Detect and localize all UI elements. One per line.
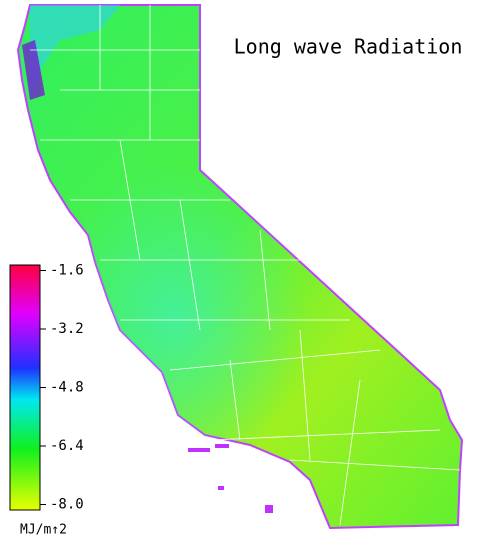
colorbar-scale xyxy=(9,264,41,511)
county-lines xyxy=(30,5,461,526)
colorbar: MJ/m↑2 -1.6 -3.2 -4.8 -6.4 -8.0 xyxy=(9,262,84,538)
coastal-shading xyxy=(18,5,462,528)
islands xyxy=(188,444,273,513)
colorbar-tick-label: -6.4 xyxy=(50,438,84,454)
colorbar-tick-label: -3.2 xyxy=(50,321,84,337)
colorbar-tick-label: -1.6 xyxy=(50,262,84,278)
map-title: Long wave Radiation xyxy=(234,35,463,59)
colorbar-tick-label: -4.8 xyxy=(50,380,84,396)
colorbar-tick-label: -8.0 xyxy=(50,497,84,513)
california-map xyxy=(16,4,464,530)
north-coast xyxy=(30,5,120,100)
north-coast-low xyxy=(22,40,45,100)
colorbar-unit: MJ/m↑2 xyxy=(20,523,67,538)
